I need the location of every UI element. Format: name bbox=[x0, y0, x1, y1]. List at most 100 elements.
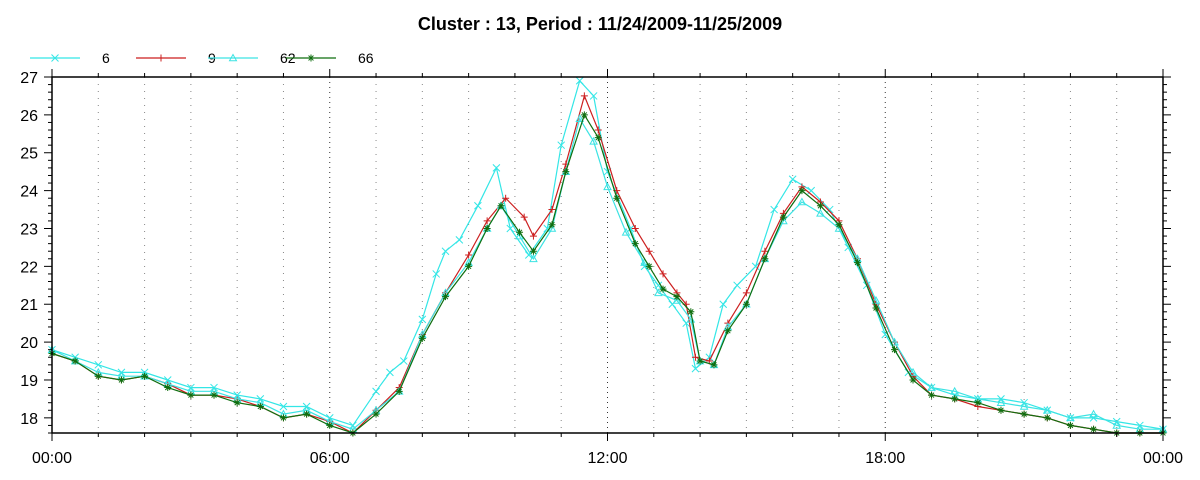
data-point-marker bbox=[724, 327, 732, 335]
y-tick-label: 18 bbox=[20, 411, 38, 428]
data-point-marker bbox=[1043, 414, 1051, 422]
data-point-marker bbox=[613, 194, 621, 202]
data-point-marker bbox=[51, 54, 59, 62]
data-point-marker bbox=[589, 92, 598, 100]
data-point-marker bbox=[798, 187, 806, 195]
data-point-marker bbox=[326, 421, 334, 429]
data-point-marker bbox=[1090, 425, 1098, 433]
data-point-marker bbox=[871, 295, 881, 304]
data-point-marker bbox=[816, 208, 825, 217]
y-tick-label: 27 bbox=[20, 70, 38, 87]
data-point-marker bbox=[691, 364, 700, 373]
data-point-marker bbox=[233, 399, 241, 407]
data-point-marker bbox=[483, 217, 491, 225]
data-point-marker bbox=[474, 201, 482, 210]
data-point-marker bbox=[548, 221, 556, 229]
data-point-marker bbox=[71, 357, 79, 365]
data-point-marker bbox=[256, 402, 264, 410]
y-axis: 18 19 20 21 22 23 24 25 26 27 bbox=[20, 70, 1171, 434]
data-point-marker bbox=[779, 213, 787, 221]
data-point-marker bbox=[228, 53, 238, 62]
y-tick-label: 19 bbox=[20, 373, 38, 390]
data-point-marker bbox=[710, 361, 718, 369]
data-point-marker bbox=[141, 372, 149, 380]
data-point-marker bbox=[890, 337, 899, 346]
data-point-marker bbox=[562, 168, 570, 176]
data-point-marker bbox=[575, 114, 585, 122]
series-line-6 bbox=[51, 79, 1164, 430]
y-tick-label: 21 bbox=[20, 297, 38, 314]
data-point-marker bbox=[853, 259, 861, 267]
data-point-marker bbox=[761, 247, 769, 255]
data-point-marker bbox=[502, 194, 510, 202]
data-point-marker bbox=[928, 391, 936, 399]
data-point-marker bbox=[399, 357, 408, 365]
data-point-marker bbox=[974, 399, 982, 407]
data-point-marker bbox=[557, 141, 566, 150]
data-point-marker bbox=[210, 391, 218, 399]
data-point-marker bbox=[386, 368, 394, 377]
data-point-marker bbox=[659, 270, 667, 278]
data-point-marker bbox=[589, 136, 598, 145]
data-point-marker bbox=[645, 262, 653, 270]
data-point-marker bbox=[691, 353, 699, 361]
series-66 bbox=[48, 111, 1167, 437]
data-point-marker bbox=[621, 227, 631, 236]
data-point-marker bbox=[303, 410, 311, 418]
data-point-marker bbox=[483, 224, 491, 232]
data-point-marker bbox=[761, 255, 769, 263]
data-point-marker bbox=[187, 391, 195, 399]
data-point-marker bbox=[631, 224, 639, 232]
data-point-marker bbox=[1066, 413, 1075, 422]
data-point-marker bbox=[742, 289, 750, 297]
plot-frame bbox=[51, 76, 1164, 434]
data-point-marker bbox=[696, 357, 704, 365]
data-point-marker bbox=[580, 92, 588, 100]
data-point-marker bbox=[673, 293, 681, 301]
data-point-marker bbox=[575, 76, 584, 85]
data-point-marker bbox=[788, 175, 797, 184]
data-point-marker bbox=[719, 300, 728, 309]
data-point-marker bbox=[529, 247, 537, 255]
y-tick-label: 23 bbox=[20, 221, 38, 238]
data-point-marker bbox=[164, 384, 172, 392]
x-tick-label: 00:00 bbox=[32, 450, 72, 467]
data-point-marker bbox=[927, 383, 936, 391]
data-point-marker bbox=[1019, 401, 1029, 410]
data-point-marker bbox=[465, 251, 473, 259]
data-point-marker bbox=[441, 293, 449, 301]
x-tick-label: 06:00 bbox=[310, 450, 350, 467]
data-point-marker bbox=[418, 334, 426, 342]
data-point-marker bbox=[950, 386, 960, 395]
data-point-marker bbox=[1066, 421, 1074, 429]
data-point-marker bbox=[580, 111, 588, 119]
data-point-marker bbox=[594, 134, 602, 142]
data-point-marker bbox=[307, 54, 315, 62]
data-point-marker bbox=[548, 206, 556, 214]
data-point-marker bbox=[951, 395, 959, 403]
data-point-marker bbox=[372, 410, 380, 418]
data-point-marker bbox=[465, 262, 473, 270]
data-point-marker bbox=[492, 164, 501, 172]
legend-item-6: 6 bbox=[30, 50, 110, 66]
series-line-62 bbox=[51, 117, 1163, 430]
y-tick-label: 22 bbox=[20, 259, 38, 276]
data-point-marker bbox=[520, 213, 528, 221]
data-point-marker bbox=[455, 235, 464, 244]
data-point-marker bbox=[645, 247, 653, 255]
legend-label: 66 bbox=[358, 50, 374, 66]
data-point-marker bbox=[997, 406, 1005, 414]
data-point-marker bbox=[687, 308, 695, 316]
legend-item-62: 62 bbox=[208, 50, 296, 66]
data-point-marker bbox=[441, 247, 450, 256]
data-point-marker bbox=[94, 372, 102, 380]
chart-legend: 6 9 62 66 bbox=[30, 50, 374, 66]
x-tick-label: 00:00 bbox=[1143, 450, 1183, 467]
data-point-marker bbox=[835, 221, 843, 229]
data-point-marker bbox=[770, 205, 779, 214]
y-tick-label: 24 bbox=[20, 184, 38, 201]
data-point-marker bbox=[909, 376, 917, 384]
data-point-marker bbox=[654, 288, 663, 297]
data-point-marker bbox=[395, 387, 403, 395]
data-point-marker bbox=[506, 224, 515, 233]
